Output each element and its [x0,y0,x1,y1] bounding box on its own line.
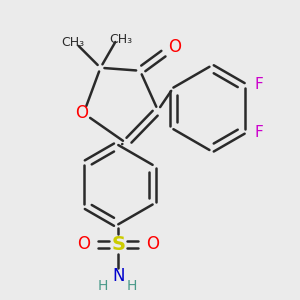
Text: F: F [255,77,264,92]
Text: N: N [112,267,124,285]
Text: CH₃: CH₃ [61,37,84,50]
Text: S: S [111,235,125,254]
Text: CH₃: CH₃ [110,32,133,46]
Text: O: O [77,235,90,253]
Text: O: O [146,235,160,253]
Text: H: H [97,279,108,293]
Text: O: O [75,104,88,122]
Text: O: O [168,38,181,56]
Text: H: H [127,279,137,293]
Text: F: F [255,125,264,140]
